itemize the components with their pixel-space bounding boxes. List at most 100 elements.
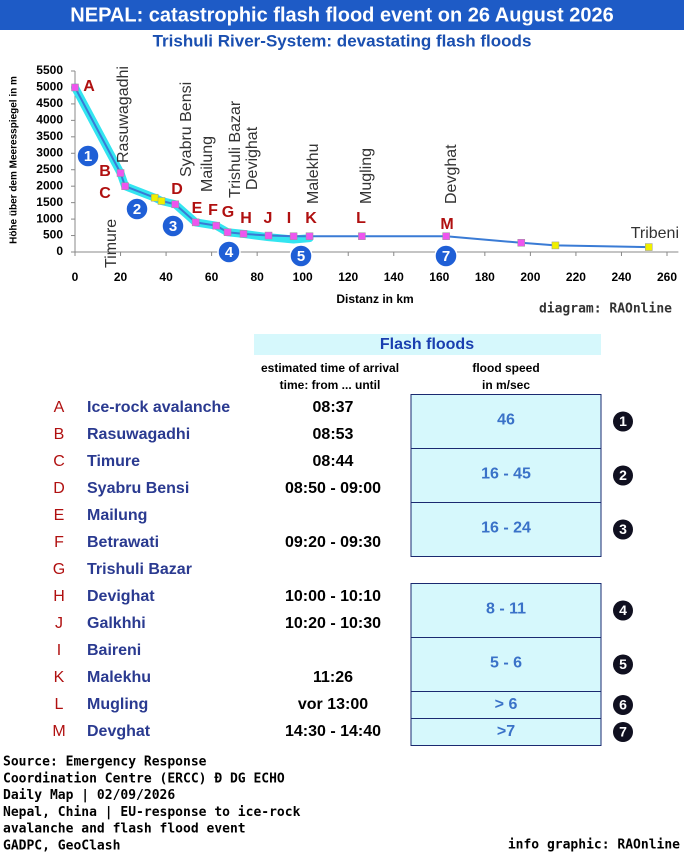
place-label: Devighat — [244, 126, 261, 190]
point-letter: M — [440, 216, 453, 233]
y-tick-label: 4500 — [36, 96, 63, 110]
row-name: Rasuwagadhi — [87, 426, 190, 443]
row-time: 08:44 — [313, 453, 354, 470]
x-tick-label: 160 — [429, 270, 449, 284]
speed-value: >7 — [497, 723, 515, 740]
y-tick-label: 2000 — [36, 178, 63, 192]
source-line: Nepal, China | EU-response to ice-rock — [3, 805, 301, 820]
table-marker-number: 2 — [619, 467, 627, 483]
chart-marker — [125, 197, 149, 221]
source-line: Source: Emergency Response — [3, 755, 207, 770]
table-marker — [613, 600, 633, 621]
point — [289, 232, 298, 240]
point — [191, 218, 200, 227]
speed-header: in m/sec — [482, 378, 530, 392]
point — [223, 228, 232, 237]
point-letter: B — [99, 163, 111, 180]
chart-marker-number: 3 — [169, 218, 177, 235]
speed-box — [410, 448, 602, 503]
row-letter: A — [54, 399, 65, 416]
chart-credit: diagram: RAOnline — [539, 302, 672, 317]
table-title: Flash floods — [380, 336, 474, 353]
row-time: 08:50 - 09:00 — [285, 480, 381, 497]
speed-header: flood speed — [472, 361, 539, 375]
row-letter: H — [53, 588, 65, 605]
point-letter: I — [287, 210, 291, 227]
table-marker-number: 5 — [619, 656, 627, 672]
table-marker-number: 7 — [619, 724, 627, 740]
x-tick-label: 200 — [520, 270, 540, 284]
x-axis-label: Distanz in km — [336, 292, 413, 306]
point — [645, 243, 653, 251]
speed-value: 16 - 24 — [481, 520, 531, 537]
row-letter: K — [54, 669, 65, 686]
chart-marker-number: 1 — [84, 148, 92, 165]
row-time: 08:37 — [313, 399, 354, 416]
point — [150, 193, 159, 202]
table-marker — [613, 695, 633, 715]
row-letter: D — [53, 480, 65, 497]
speed-box — [410, 718, 602, 746]
row-name: Ice-rock avalanche — [87, 399, 230, 416]
row-letter: B — [54, 426, 65, 443]
chart-marker — [161, 214, 185, 238]
row-letter: C — [53, 453, 65, 470]
row-letter: E — [54, 507, 65, 524]
y-tick-label: 1500 — [36, 195, 63, 209]
chart-marker-number: 5 — [297, 248, 305, 265]
point — [551, 241, 560, 250]
place-label: Devghat — [443, 144, 460, 204]
source-line: GADPC, GeoClash — [3, 839, 120, 854]
point — [517, 239, 526, 247]
speed-value: 8 - 11 — [486, 601, 526, 618]
point — [264, 231, 273, 240]
row-name: Mugling — [87, 696, 148, 713]
table-marker — [613, 465, 633, 486]
row-letter: L — [55, 696, 64, 713]
row-name: Mailung — [87, 507, 147, 524]
chart-marker — [76, 144, 100, 168]
speed-value: 46 — [497, 412, 515, 429]
point — [305, 232, 314, 240]
y-tick-label: 2500 — [36, 162, 63, 176]
subtitle: Trishuli River-System: devastating flash… — [153, 31, 532, 50]
y-tick-label: 5000 — [36, 80, 63, 94]
place-label: Malekhu — [305, 144, 322, 204]
place-label: Trishuli Bazar — [227, 100, 244, 198]
x-tick-label: 100 — [293, 270, 313, 284]
row-letter: M — [52, 723, 65, 740]
row-name: Syabru Bensi — [87, 480, 189, 497]
place-label: Mugling — [358, 148, 375, 204]
x-tick-label: 60 — [205, 270, 219, 284]
row-time: 08:53 — [313, 426, 354, 443]
x-tick-label: 20 — [114, 270, 128, 284]
row-time: 09:20 - 09:30 — [285, 534, 381, 551]
row-name: Timure — [87, 453, 140, 470]
point-letter: C — [99, 185, 111, 202]
row-name: Devghat — [87, 723, 151, 740]
chart-marker-number: 7 — [442, 248, 450, 265]
point-letter: G — [222, 204, 234, 221]
row-name: Trishuli Bazar — [87, 561, 192, 578]
chart-marker-number: 4 — [225, 244, 234, 261]
point — [157, 197, 166, 205]
table-marker-number: 1 — [619, 413, 627, 429]
chart-marker-number: 2 — [133, 201, 141, 218]
row-letter: G — [53, 561, 65, 578]
point — [116, 169, 125, 177]
point-letter: H — [240, 210, 252, 227]
speed-box — [410, 583, 602, 638]
y-tick-label: 4000 — [36, 113, 63, 127]
point-letter: A — [83, 78, 95, 95]
row-time: 11:26 — [313, 669, 353, 686]
point — [358, 232, 366, 240]
x-tick-label: 80 — [250, 270, 264, 284]
x-tick-label: 220 — [566, 270, 586, 284]
speed-box — [410, 394, 602, 449]
speed-value: 16 - 45 — [481, 466, 531, 483]
row-name: Baireni — [87, 642, 141, 659]
table-marker — [613, 519, 633, 540]
title: NEPAL: catastrophic flash flood event on… — [70, 4, 613, 26]
source-line: Coordination Centre (ERCC) Ð DG ECHO — [3, 771, 285, 786]
